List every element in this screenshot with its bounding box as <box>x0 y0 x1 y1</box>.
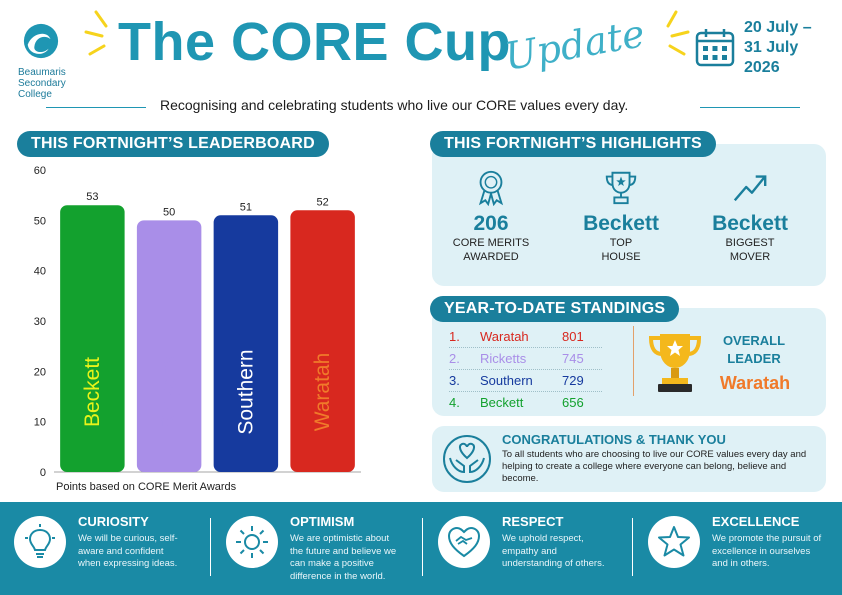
school-logo: Beaumaris Secondary College <box>18 22 88 100</box>
date-range: 20 July – 31 July 2026 <box>744 19 812 76</box>
page-title: The CORE Cup <box>118 12 511 72</box>
standings-row: 4. Beckett 656 <box>449 395 584 410</box>
value-divider <box>632 518 633 576</box>
value-excellence: EXCELLENCE We promote the pursuit of exc… <box>648 502 838 595</box>
highlights-panel <box>432 144 826 286</box>
hands-heart-icon <box>443 435 491 483</box>
leaderboard-heading: THIS FORTNIGHT’S LEADERBOARD <box>17 131 329 157</box>
y-tick-label: 20 <box>34 366 46 378</box>
bar-value-label: 50 <box>163 206 175 218</box>
school-name: Beaumaris Secondary College <box>18 67 66 100</box>
congrats-body: To all students who are choosing to live… <box>502 449 807 484</box>
y-tick-label: 60 <box>34 165 46 177</box>
calendar-icon <box>695 29 735 67</box>
handshake-heart-icon <box>447 526 481 558</box>
highlights-heading: THIS FORTNIGHT’S HIGHLIGHTS <box>430 131 716 157</box>
star-icon <box>658 526 690 557</box>
category-label: Waratah <box>311 353 334 432</box>
overall-leader-label: OVERALL LEADER <box>722 333 786 366</box>
bar-southern <box>213 215 279 473</box>
gold-trophy-icon <box>648 334 702 392</box>
y-tick-label: 0 <box>40 467 46 479</box>
value-body: We uphold respect, empathy and understan… <box>502 533 605 569</box>
y-tick-label: 30 <box>34 316 46 328</box>
value-title: OPTIMISM <box>290 514 355 529</box>
highlight-top-house: Beckett TOP HOUSE <box>566 168 676 264</box>
value-title: RESPECT <box>502 514 564 529</box>
standings-row: 3. Southern 729 <box>449 370 602 392</box>
overall-leader-name: Waratah <box>719 373 791 393</box>
value-divider <box>422 518 423 576</box>
value-title: CURIOSITY <box>78 514 149 529</box>
tagline-row: Recognising and celebrating students who… <box>0 97 842 117</box>
value-body: We are optimistic about the future and b… <box>290 533 397 582</box>
highlight-biggest-mover: Beckett BIGGEST MOVER <box>695 168 805 264</box>
award-ribbon-icon <box>478 170 504 206</box>
bar-value-label: 51 <box>240 201 252 213</box>
y-tick-label: 50 <box>34 215 46 227</box>
sparkle-left-icon <box>84 10 108 56</box>
tagline: Recognising and celebrating students who… <box>160 97 629 113</box>
standings-divider <box>633 326 634 396</box>
category-label: Ricketts <box>158 355 181 430</box>
lightbulb-icon <box>25 524 55 558</box>
bar-ricketts <box>136 220 202 472</box>
congrats-title: CONGRATULATIONS & THANK YOU <box>502 432 726 447</box>
tagline-rule-left <box>46 107 146 108</box>
wave-logo-icon <box>23 23 59 59</box>
update-word: Update <box>501 11 648 79</box>
tagline-rule-right <box>700 107 800 108</box>
value-respect: RESPECT We uphold respect, empathy and u… <box>438 502 628 595</box>
chart-caption: Points based on CORE Merit Awards <box>56 481 237 493</box>
value-divider <box>210 518 211 576</box>
bar-value-label: 52 <box>317 196 329 208</box>
value-title: EXCELLENCE <box>712 514 800 529</box>
trophy-icon <box>605 171 637 205</box>
category-label: Beckett <box>81 357 104 427</box>
value-body: We will be curious, self-aware and confi… <box>78 533 178 569</box>
congrats-panel <box>432 426 826 492</box>
sun-icon <box>236 526 268 558</box>
core-values-footer: CURIOSITY We will be curious, self-aware… <box>0 502 842 595</box>
standings-row: 1. Waratah 801 <box>449 326 602 348</box>
highlight-merits: 206 CORE MERITS AWARDED <box>436 168 546 264</box>
bar-value-label: 53 <box>86 191 98 203</box>
standings-panel <box>432 308 826 416</box>
category-label: Southern <box>234 349 257 434</box>
y-tick-label: 10 <box>34 417 46 429</box>
standings-row: 2. Ricketts 745 <box>449 348 602 370</box>
value-curiosity: CURIOSITY We will be curious, self-aware… <box>14 502 204 595</box>
bar-waratah <box>290 210 355 472</box>
bar-beckett <box>60 205 125 472</box>
value-optimism: OPTIMISM We are optimistic about the fut… <box>226 502 416 595</box>
leaderboard-chart: 0 10 20 30 40 50 60 53 Beckett 50 Ricketts 51 Southe… <box>34 165 361 479</box>
value-body: We promote the pursuit of excellence in … <box>712 533 822 569</box>
standings-heading: YEAR-TO-DATE STANDINGS <box>430 296 680 322</box>
sparkle-right-icon <box>666 10 690 56</box>
trend-up-icon <box>733 175 767 202</box>
y-tick-label: 40 <box>34 266 46 278</box>
